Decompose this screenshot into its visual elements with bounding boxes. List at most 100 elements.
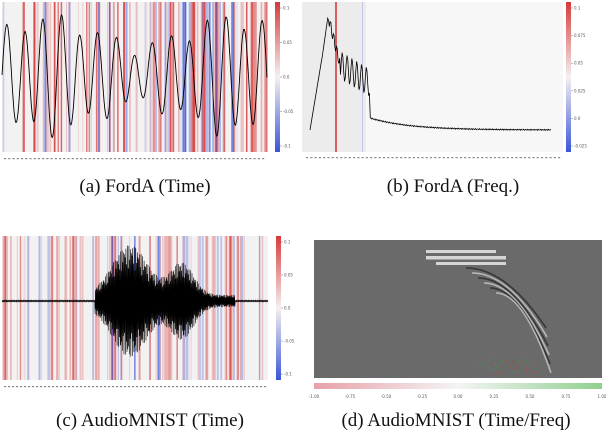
x-tick-label — [25, 158, 28, 160]
stripe — [233, 2, 235, 152]
stripe — [10, 236, 11, 380]
x-tick-label — [20, 386, 23, 388]
x-tick-label — [124, 386, 127, 388]
x-tick-label — [140, 386, 143, 388]
harmonic-band — [426, 256, 506, 260]
x-tick-label — [4, 158, 7, 160]
stripe — [182, 2, 184, 152]
x-tick-label — [84, 158, 87, 160]
x-tick-label — [318, 157, 321, 159]
colorbar-tick-label: 0.05 — [284, 273, 293, 278]
heatmap-area — [314, 240, 602, 378]
x-tick-label — [378, 157, 381, 159]
colorbar — [275, 2, 280, 152]
stripe — [250, 2, 252, 152]
x-tick-label — [88, 386, 91, 388]
x-tick-label — [181, 158, 184, 160]
stripe — [231, 236, 234, 380]
stripe — [212, 236, 215, 380]
x-tick-label — [184, 386, 187, 388]
stripe — [152, 2, 154, 152]
x-tick-label — [391, 157, 394, 159]
attribution-speckle — [514, 370, 517, 373]
x-tick-label — [515, 157, 518, 159]
stripe — [126, 2, 128, 152]
stripe — [82, 2, 84, 152]
stripe — [225, 236, 228, 380]
spectral-streak — [496, 292, 552, 374]
x-tick-label — [46, 158, 49, 160]
x-tick-label — [24, 386, 27, 388]
colorbar-tick-label: 0.1 — [284, 240, 291, 245]
x-tick-label — [545, 157, 548, 159]
x-tick-label — [240, 158, 244, 160]
stripe — [207, 236, 209, 380]
stripe — [56, 2, 59, 152]
fordA-freq-plot: 0.1 0.075 0.05 0.025 0.0 -0.025 — [302, 2, 587, 159]
stripe — [6, 236, 8, 380]
x-tick-label — [224, 386, 227, 388]
stripe — [214, 236, 216, 380]
stripe — [97, 2, 99, 152]
colorbar-tick-label: 0.025 — [574, 88, 586, 93]
attribution-speckle — [504, 360, 507, 362]
x-tick-label — [370, 157, 373, 159]
x-tick-label — [323, 157, 326, 159]
stripe — [126, 2, 128, 152]
x-tick-label — [132, 386, 135, 388]
x-tick-label — [459, 157, 462, 159]
x-tick-label — [28, 386, 31, 388]
stripe — [47, 2, 50, 152]
stripe — [20, 236, 22, 380]
x-tick-label — [120, 386, 123, 388]
x-tick-label — [160, 386, 163, 388]
x-tick-label — [105, 158, 108, 160]
x-tick-label — [523, 157, 526, 159]
stripe — [240, 236, 241, 380]
x-tick-label — [262, 158, 265, 160]
attribution-speckle — [502, 360, 505, 362]
stripe — [160, 2, 162, 152]
colorbar-tick-label: 0.25 — [490, 394, 499, 399]
stripe — [164, 2, 167, 152]
x-tick-label — [12, 158, 15, 160]
x-tick-label — [228, 158, 231, 160]
x-tick-label — [412, 157, 415, 159]
stripe — [97, 2, 100, 152]
stripe — [49, 236, 51, 380]
stripe — [164, 2, 167, 152]
x-tick-label — [395, 157, 398, 159]
x-tick-label — [92, 386, 95, 388]
attribution-speckle — [495, 368, 498, 370]
x-tick-label — [212, 386, 215, 388]
spectral-streak — [472, 272, 548, 338]
x-tick-label — [8, 158, 11, 160]
x-tick-label — [16, 158, 19, 160]
stripe — [260, 2, 263, 152]
fordA-time-plot: 0.1 0.05 0.0 -0.05 -0.1 — [1, 2, 294, 160]
attribution-speckle — [522, 359, 525, 361]
attribution-speckle — [494, 363, 497, 365]
x-tick-label — [152, 386, 155, 388]
x-tick-label — [156, 386, 159, 388]
x-tick-label — [245, 158, 248, 160]
stripe — [42, 2, 45, 152]
x-tick-label — [29, 158, 32, 160]
x-axis-ticks — [4, 386, 267, 388]
stripe — [4, 236, 6, 380]
x-tick-label — [194, 158, 197, 160]
stripe — [10, 236, 13, 380]
stripe — [221, 236, 223, 380]
stripe — [68, 2, 71, 152]
caption-a: (a) FordA (Time) — [79, 176, 211, 197]
x-tick-label — [438, 157, 441, 159]
x-tick-label — [481, 157, 484, 159]
stripe — [217, 2, 219, 152]
stripe — [220, 236, 222, 380]
stripe — [229, 236, 232, 380]
x-tick-label — [144, 386, 147, 388]
x-tick-label — [185, 158, 189, 160]
x-tick-label — [361, 157, 364, 159]
harmonic-band — [436, 262, 506, 265]
stripe — [222, 2, 225, 152]
